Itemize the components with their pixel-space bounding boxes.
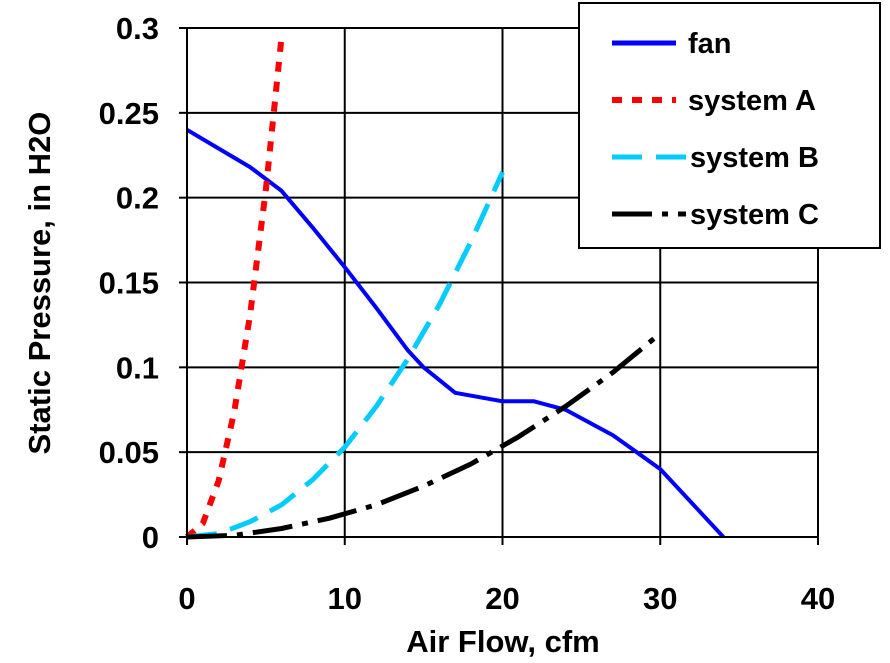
y-tick-label-0-3: 0.3 xyxy=(116,11,159,46)
y-tick-label-0-05: 0.05 xyxy=(99,435,159,470)
series-system-b xyxy=(186,171,505,540)
plot-series xyxy=(185,36,725,540)
legend-entry-system-c: system C xyxy=(612,199,819,231)
x-tick-label-40: 40 xyxy=(801,581,835,616)
x-axis-title: Air Flow, cfm xyxy=(406,624,599,659)
y-tick-label-0-15: 0.15 xyxy=(99,266,159,301)
y-tick-label-0-2: 0.2 xyxy=(116,181,159,216)
legend-entry-system-b: system B xyxy=(612,142,819,174)
series-line-system-c xyxy=(186,331,662,540)
series-fan xyxy=(185,128,725,539)
series-system-c xyxy=(186,331,662,540)
legend-label-system-c: system C xyxy=(690,199,819,231)
x-tick-label-10: 10 xyxy=(328,581,362,616)
x-tick-label-20: 20 xyxy=(485,581,519,616)
x-tick-label-30: 30 xyxy=(643,581,677,616)
y-axis-title: Static Pressure, in H2O xyxy=(22,112,57,455)
axes xyxy=(179,27,819,545)
series-system-a xyxy=(185,36,285,540)
y-tick-label-0-1: 0.1 xyxy=(116,350,159,385)
y-tick-label-0-25: 0.25 xyxy=(99,96,159,131)
legend-label-system-a: system A xyxy=(688,85,816,117)
y-tick-label-0: 0 xyxy=(142,520,159,555)
legend-entry-fan: fan xyxy=(612,28,732,60)
legend: fan system A system B system C xyxy=(578,2,881,249)
legend-label-fan: fan xyxy=(688,28,732,60)
legend-entry-system-a: system A xyxy=(612,85,816,117)
series-line-system-a xyxy=(185,36,285,540)
x-tick-label-0: 0 xyxy=(178,581,195,616)
series-line-fan xyxy=(185,128,725,539)
legend-label-system-b: system B xyxy=(690,142,819,174)
tick-labels: 0 10 20 30 40 0 0.05 0.1 0.15 0.2 0.25 0.3 xyxy=(99,11,836,616)
series-line-system-b xyxy=(186,171,505,540)
